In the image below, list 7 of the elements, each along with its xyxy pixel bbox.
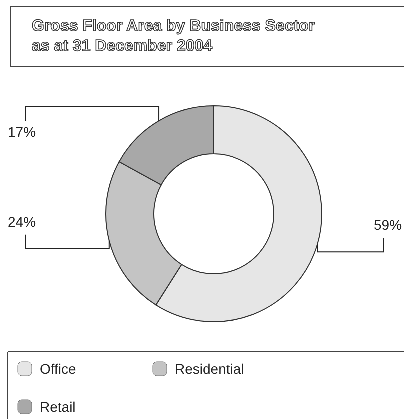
data-label: 59%	[374, 217, 402, 234]
legend-label: Office	[40, 361, 77, 377]
legend-label: Retail	[40, 399, 76, 415]
data-label: 24%	[8, 214, 36, 230]
legend-label: Residential	[175, 361, 244, 377]
chart-title: Gross Floor Area by Business Sector as at 31 December 2004	[32, 18, 316, 55]
data-label: 17%	[8, 124, 36, 140]
